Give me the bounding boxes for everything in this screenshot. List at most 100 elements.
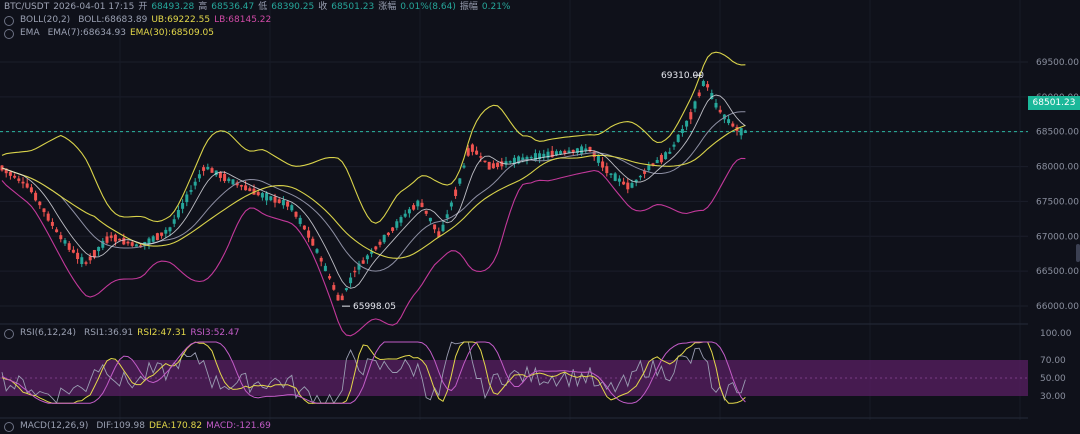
candle-body: [382, 234, 386, 243]
candle-body: [613, 173, 617, 181]
candle-body: [504, 161, 508, 165]
candle-body: [181, 202, 185, 209]
candle-body: [563, 150, 567, 154]
candle-body: [525, 156, 529, 160]
candle-body: [256, 192, 260, 196]
candle-body: [151, 236, 155, 242]
candle-body: [601, 161, 605, 168]
candle-body: [437, 231, 441, 238]
candle-body: [332, 285, 336, 290]
candle-body: [134, 244, 138, 247]
candle-body: [206, 166, 210, 170]
candle-body: [630, 183, 634, 188]
candlestick-series: [0, 79, 747, 301]
candle-body: [336, 294, 340, 301]
candle-body: [546, 151, 550, 158]
candle-body: [420, 202, 424, 208]
candle-body: [281, 199, 285, 206]
candle-body: [391, 227, 395, 231]
candle-body: [668, 151, 672, 154]
candle-body: [374, 246, 378, 250]
candle-body: [315, 249, 319, 253]
macd-name: MACD(12,26,9): [20, 421, 89, 431]
candle-body: [210, 168, 214, 173]
candle-body: [34, 192, 38, 201]
candle-body: [512, 157, 516, 164]
candle-body: [193, 181, 197, 186]
candle-body: [496, 162, 500, 167]
candle-body: [647, 165, 651, 171]
candle-body: [622, 181, 626, 185]
rsi-axis-label: 70.00: [1040, 356, 1066, 366]
candle-body: [500, 161, 504, 167]
high-price-annotation: 69310.00: [661, 71, 704, 81]
candle-body: [655, 160, 659, 164]
candle-body: [248, 188, 252, 192]
eye-icon[interactable]: [4, 328, 14, 339]
candle-body: [273, 196, 277, 203]
candle-body: [399, 217, 403, 223]
candle-body: [80, 257, 84, 264]
candle-body: [580, 146, 584, 154]
eye-icon[interactable]: [4, 15, 14, 26]
candle-body: [0, 165, 4, 171]
candle-body: [168, 227, 172, 232]
high-label: 高: [198, 2, 208, 12]
candle-body: [197, 174, 201, 179]
candle-body: [189, 190, 193, 192]
eye-icon[interactable]: [4, 421, 14, 432]
candle-body: [294, 211, 298, 217]
candle-body: [638, 175, 642, 178]
candle-body: [105, 236, 109, 243]
boll-upper-line: [1, 51, 746, 224]
candle-body: [319, 257, 323, 262]
ema-legend: EMA EMA(7):68634.93 EMA(30):68509.05: [0, 27, 214, 40]
candle-body: [260, 193, 264, 198]
candle-body: [59, 235, 63, 240]
candle-body: [542, 153, 546, 158]
candle-body: [626, 182, 630, 190]
candle-body: [538, 153, 542, 160]
candle-body: [491, 163, 495, 169]
candle-body: [697, 92, 701, 97]
candle-body: [651, 163, 655, 166]
price-axis-scroll-handle[interactable]: [1076, 244, 1080, 262]
candle-body: [126, 241, 130, 244]
candle-body: [340, 295, 344, 301]
candle-body: [433, 224, 437, 230]
candle-body: [676, 134, 680, 142]
candle-body: [223, 173, 227, 182]
price-axis-label: 67000.00: [1036, 232, 1079, 242]
candle-body: [344, 288, 348, 291]
candle-body: [84, 262, 88, 264]
candle-body: [483, 160, 487, 163]
candle-body: [508, 161, 512, 163]
candle-body: [38, 201, 42, 206]
candle-body: [714, 102, 718, 108]
candle-body: [50, 221, 54, 226]
candle-body: [214, 170, 218, 176]
boll-legend: BOLL(20,2) BOLL:68683.89 UB:69222.55 LB:…: [0, 14, 271, 27]
candle-body: [680, 129, 684, 134]
candle-body: [378, 241, 382, 245]
dif-value: DIF:109.98: [96, 421, 145, 431]
candle-body: [609, 173, 613, 175]
close-label: 收: [318, 2, 328, 12]
candle-body: [92, 249, 96, 258]
candle-body: [55, 229, 59, 233]
boll-lb: LB:68145.22: [214, 15, 272, 25]
eye-icon[interactable]: [4, 28, 14, 39]
candle-body: [202, 167, 206, 171]
candle-body: [487, 161, 491, 170]
candle-body: [386, 232, 390, 236]
candle-body: [521, 157, 525, 161]
candle-body: [517, 156, 521, 164]
rsi-overbought-oversold-zone: [0, 360, 1028, 396]
rsi1-line: [1, 341, 746, 405]
rsi-name: RSI(6,12,24): [20, 328, 76, 338]
candle-body: [739, 128, 743, 136]
macd-legend: MACD(12,26,9) DIF:109.98 DEA:170.82 MACD…: [0, 420, 271, 433]
rsi3-value: RSI3:52.47: [190, 328, 240, 338]
candle-body: [466, 148, 470, 156]
